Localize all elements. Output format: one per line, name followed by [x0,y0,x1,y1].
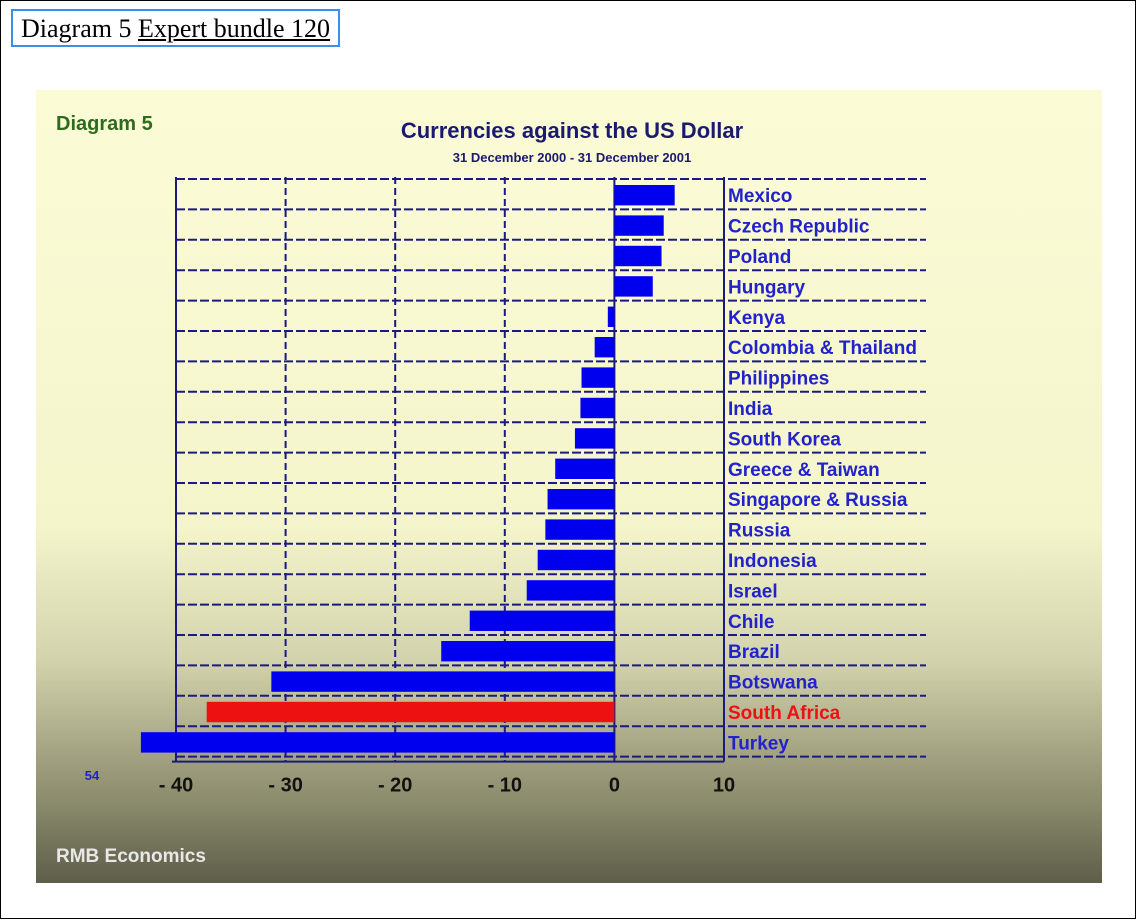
bar [526,580,615,601]
tick-label: - 20 [378,775,412,797]
category-label: Indonesia [728,551,817,572]
corner-label: Diagram 5 [56,113,153,135]
category-label: Colombia & Thailand [728,338,917,359]
bar [581,367,615,388]
footer-label: RMB Economics [56,846,206,867]
bar [545,519,615,540]
category-labels: Mexico Czech Republic Poland Hungary Kenya Co… [728,186,917,754]
bar [547,489,615,510]
x-axis: - 40 - 30 - 20 - 10 0 10 [159,775,735,797]
bar [580,397,615,419]
category-label: Hungary [728,277,806,298]
slide: Diagram 5 Currencies against the US Doll… [36,90,1102,883]
bar [594,337,615,358]
tick-label: 0 [609,775,620,797]
tick-label: - 10 [488,775,522,797]
bar [537,549,615,571]
category-label: Botswana [728,673,818,694]
bar [206,701,615,723]
bars [140,185,675,753]
clipped-value-label: 54 [85,768,100,783]
category-label: India [728,399,773,420]
expert-bundle-link[interactable]: Expert bundle 120 [137,14,331,43]
bar [469,610,615,631]
bar [574,428,615,449]
category-label: Kenya [728,308,785,329]
tick-label: 10 [713,775,735,797]
chart-subtitle: 31 December 2000 - 31 December 2001 [453,150,692,165]
currency-chart: Diagram 5 Currencies against the US Doll… [56,113,926,867]
bar [614,245,662,267]
category-label: Poland [728,247,791,268]
category-label: Brazil [728,642,780,663]
category-label: Singapore & Russia [728,490,908,511]
document-label: Diagram 5 [21,14,132,43]
category-label: Israel [728,581,778,602]
tick-label: - 30 [268,775,302,797]
category-label: Turkey [728,733,789,754]
tick-label: - 40 [159,775,193,797]
bar [555,458,615,479]
category-label: Philippines [728,369,829,390]
category-label: South Korea [728,429,841,450]
chart-title: Currencies against the US Dollar [401,118,744,143]
bar [614,185,675,206]
bar [607,306,615,327]
bar [614,215,664,236]
bar [140,732,615,753]
bar [614,276,653,297]
category-label: Greece & Taiwan [728,460,880,481]
category-label: South Africa [728,703,841,724]
grid [172,177,926,763]
document-header: Diagram 5 Expert bundle 120 [11,9,341,47]
category-label: Chile [728,612,774,633]
category-label: Czech Republic [728,217,870,238]
bar [271,671,615,692]
category-label: Russia [728,521,791,542]
category-label: Mexico [728,186,792,207]
bar [441,641,615,662]
